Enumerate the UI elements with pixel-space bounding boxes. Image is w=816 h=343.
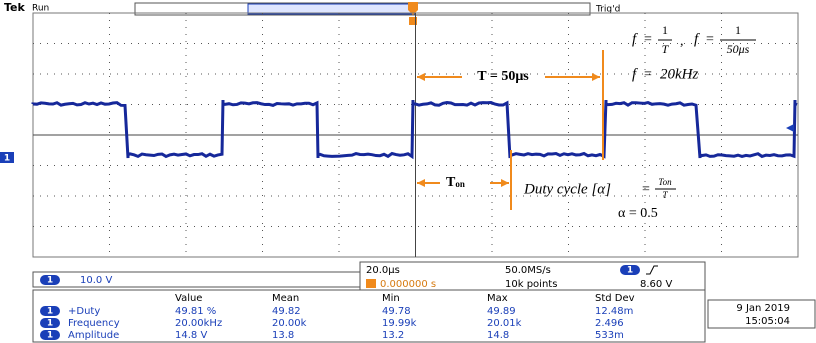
formula-separator: , (680, 34, 684, 49)
date: 9 Jan 2019 (736, 303, 790, 314)
cell: 19.99k (382, 318, 417, 329)
on-subscript: on (455, 179, 465, 189)
formula-den: T (662, 42, 670, 56)
alpha: α = 0.5 (618, 206, 658, 221)
sample-rate: 50.0MS/s (505, 265, 551, 276)
cell: 2.496 (595, 318, 624, 329)
cell: 49.81 % (175, 306, 216, 317)
trigger-level: 8.60 V (640, 279, 672, 290)
formula-num: 1 (662, 23, 668, 37)
channel-number: 1 (47, 276, 53, 286)
row-name: Frequency (68, 318, 120, 329)
cell: 49.78 (382, 306, 411, 317)
row-name: Amplitude (68, 330, 119, 341)
column-header: Max (487, 293, 508, 304)
row-name: +Duty (68, 306, 100, 317)
column-header: Mean (272, 293, 299, 304)
cell: 20.00k (272, 318, 307, 329)
trigger-channel: 1 (627, 266, 633, 276)
column-header: Value (175, 293, 202, 304)
duty-label: Duty cycle [α] (523, 181, 611, 197)
row-channel: 1 (47, 319, 53, 329)
duty-den: T (662, 190, 668, 200)
horizontal-position: 0.000000 s (380, 279, 436, 290)
duty-eq: = (642, 182, 650, 197)
result-eq: = (644, 67, 652, 82)
acq-state: Run (32, 4, 49, 14)
record-length: 10k points (505, 279, 557, 290)
result-value: 20kHz (660, 66, 698, 82)
position-icon (366, 279, 376, 288)
horizontal-scale: 20.0μs (366, 265, 400, 276)
cell: 20.01k (487, 318, 522, 329)
column-header: Std Dev (595, 293, 635, 304)
cell: 12.48m (595, 306, 633, 317)
cell: 20.00kHz (175, 318, 222, 329)
row-channel: 1 (47, 307, 53, 317)
column-header: Min (382, 293, 400, 304)
formula-eq: = (644, 32, 652, 47)
cell: 14.8 V (175, 330, 207, 341)
formula-var: f (694, 31, 700, 47)
brand: Tek (4, 1, 26, 14)
duty-num: Ton (658, 177, 672, 187)
on-time-label: Ton (446, 175, 465, 190)
time: 15:05:04 (745, 316, 790, 327)
channel-marker-label: 1 (4, 154, 10, 164)
period-label: T = 50μs (477, 69, 529, 84)
graticule (33, 13, 798, 257)
formula-num: 1 (735, 23, 741, 37)
cell: 14.8 (487, 330, 509, 341)
cell: 13.2 (382, 330, 404, 341)
cell: 49.89 (487, 306, 516, 317)
cell: 533m (595, 330, 624, 341)
oscilloscope-screen: Tek Run Trig'd 1 T = 50μs Ton f = 1 T , … (0, 0, 816, 343)
cell: 49.82 (272, 306, 301, 317)
cell: 13.8 (272, 330, 294, 341)
result-var: f (632, 66, 638, 82)
formula-var: f (632, 31, 638, 47)
trigger-level-arrow (786, 124, 794, 132)
formula-den: 50μs (727, 42, 750, 56)
formula-eq: = (706, 32, 714, 47)
channel-scale: 10.0 V (80, 275, 112, 286)
row-channel: 1 (47, 331, 53, 341)
